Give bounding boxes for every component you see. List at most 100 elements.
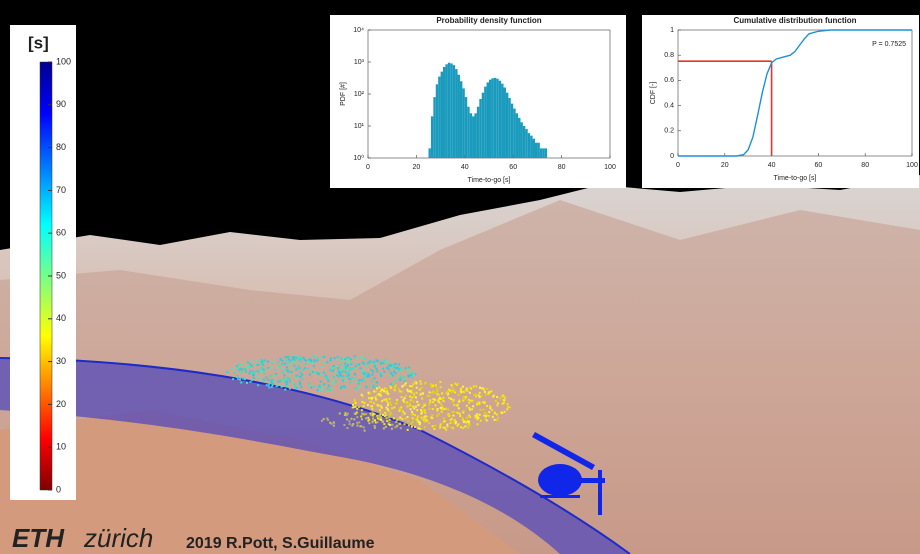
point: [386, 420, 388, 422]
point: [368, 392, 370, 394]
point: [462, 427, 464, 429]
point: [436, 410, 438, 412]
point: [295, 357, 297, 359]
point: [458, 412, 460, 414]
point: [354, 355, 356, 357]
point: [257, 364, 259, 366]
point: [460, 426, 462, 428]
point: [244, 367, 246, 369]
credit: 2019 R.Pott, S.Guillaume: [186, 535, 375, 552]
point: [411, 396, 413, 398]
bar: [477, 107, 479, 158]
point: [451, 391, 453, 393]
point: [442, 421, 444, 423]
point: [390, 412, 392, 414]
point: [441, 411, 443, 413]
point: [415, 382, 417, 384]
point: [347, 357, 349, 359]
point: [247, 361, 249, 363]
point: [371, 411, 373, 413]
point: [470, 388, 472, 390]
point: [316, 389, 318, 391]
chart-title: Probability density function: [436, 16, 541, 25]
bar: [542, 148, 544, 158]
point: [352, 378, 354, 380]
point: [407, 405, 409, 407]
point: [337, 359, 339, 361]
point: [401, 418, 403, 420]
point: [395, 384, 397, 386]
point: [403, 401, 405, 403]
point: [304, 359, 306, 361]
bar: [433, 97, 435, 158]
point: [236, 365, 238, 367]
point: [441, 392, 443, 394]
point: [433, 428, 435, 430]
point: [299, 383, 301, 385]
x-tick-label: 100: [906, 162, 918, 169]
point: [374, 377, 376, 379]
point: [302, 369, 304, 371]
point: [388, 417, 390, 419]
point: [472, 405, 474, 407]
point: [350, 358, 352, 360]
point: [327, 419, 329, 421]
point: [411, 385, 413, 387]
bar: [458, 75, 460, 158]
point: [293, 365, 295, 367]
point: [399, 413, 401, 415]
point: [291, 368, 293, 370]
bar: [496, 79, 498, 158]
point: [245, 371, 247, 373]
point: [405, 395, 407, 397]
point: [330, 359, 332, 361]
point: [327, 361, 329, 363]
point: [397, 367, 399, 369]
point: [237, 378, 239, 380]
point: [376, 394, 378, 396]
point: [370, 414, 372, 416]
point: [398, 363, 400, 365]
point: [356, 416, 358, 418]
point: [374, 425, 376, 427]
point: [398, 388, 400, 390]
point: [267, 367, 269, 369]
point: [486, 419, 488, 421]
point: [274, 376, 276, 378]
point: [343, 424, 345, 426]
point: [452, 427, 454, 429]
point: [359, 425, 361, 427]
colorbar-tick-label: 90: [56, 99, 66, 109]
point: [380, 405, 382, 407]
point: [480, 420, 482, 422]
point: [355, 387, 357, 389]
point: [476, 403, 478, 405]
point: [405, 402, 407, 404]
point: [298, 357, 300, 359]
point: [393, 417, 395, 419]
point: [382, 362, 384, 364]
point: [440, 386, 442, 388]
point: [299, 359, 301, 361]
point: [415, 406, 417, 408]
point: [365, 417, 367, 419]
point: [393, 406, 395, 408]
point: [274, 369, 276, 371]
point: [401, 391, 403, 393]
point: [323, 361, 325, 363]
point: [295, 377, 297, 379]
point: [489, 391, 491, 393]
point: [468, 416, 470, 418]
point: [436, 390, 438, 392]
point: [382, 421, 384, 423]
point: [277, 367, 279, 369]
bar: [462, 88, 464, 158]
point: [265, 377, 267, 379]
point: [453, 389, 455, 391]
point: [400, 368, 402, 370]
y-tick-label: 10⁰: [353, 154, 364, 162]
point: [374, 365, 376, 367]
point: [398, 377, 400, 379]
point: [412, 392, 414, 394]
chart-title: Cumulative distribution function: [733, 16, 856, 25]
